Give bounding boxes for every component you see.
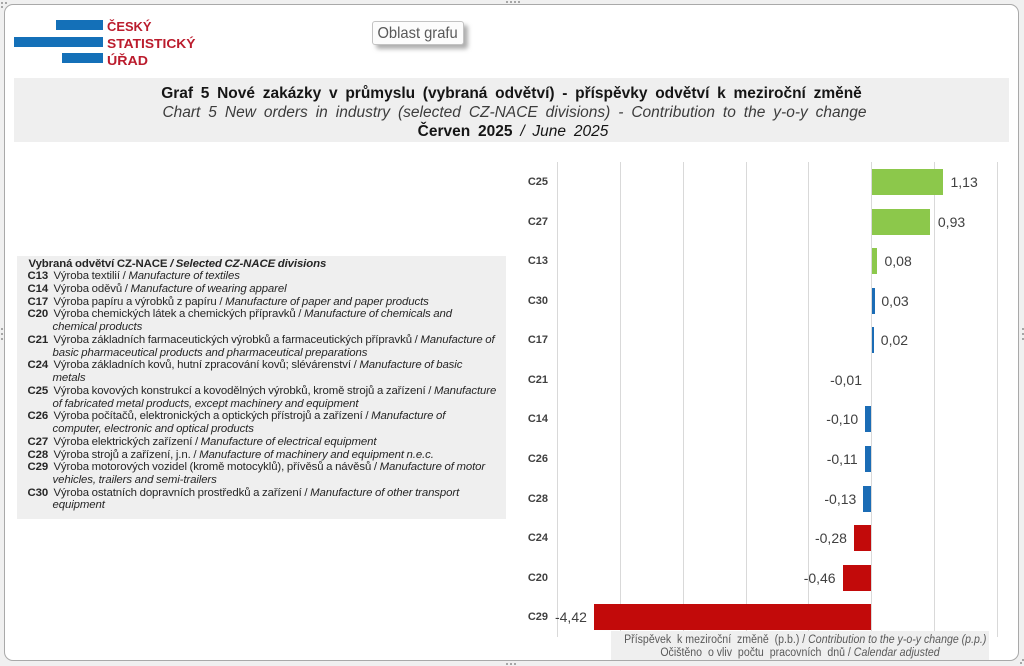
svg-text:ÚŘAD: ÚŘAD [107,53,148,68]
svg-text:STATISTICKÝ: STATISTICKÝ [107,36,196,51]
svg-text:ČESKÝ: ČESKÝ [107,19,152,34]
